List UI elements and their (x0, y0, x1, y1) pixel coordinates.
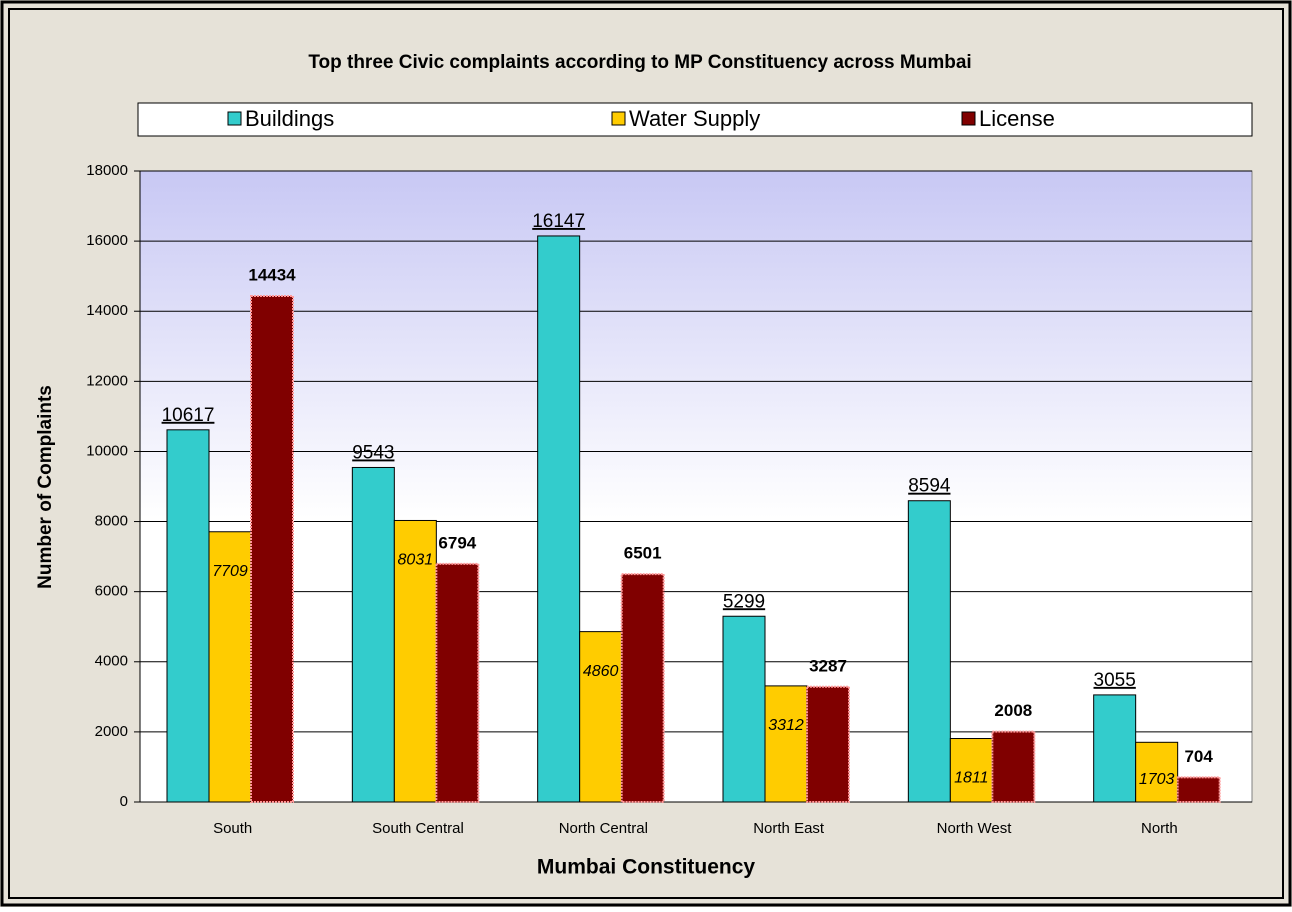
x-axis-label: Mumbai Constituency (537, 856, 756, 879)
data-label-box (1136, 768, 1177, 792)
data-label: 3312 (768, 717, 804, 734)
x-tick-label: South Central (372, 820, 464, 837)
legend-label: License (979, 106, 1055, 131)
data-label: 9543 (352, 442, 394, 463)
bar (579, 631, 623, 803)
data-label: 8031 (398, 552, 434, 569)
bar (907, 500, 951, 803)
inner-frame (8, 8, 1284, 899)
y-tick-label: 16000 (86, 232, 128, 249)
y-tick-label: 12000 (86, 372, 128, 389)
y-tick-label: 14000 (86, 302, 128, 319)
bar (620, 573, 665, 803)
data-label-box (395, 548, 436, 573)
legend-swatch (611, 111, 626, 126)
data-label: 5299 (723, 591, 765, 612)
data-label: 4860 (583, 663, 619, 680)
y-tick-label: 4000 (95, 653, 128, 670)
data-label: 10617 (162, 405, 215, 426)
data-label-box (580, 659, 621, 684)
legend-swatch (227, 111, 242, 126)
y-tick-label: 8000 (95, 513, 128, 530)
data-label: 6794 (438, 533, 476, 552)
data-label-box (766, 713, 806, 738)
bar (991, 730, 1036, 804)
bar (722, 615, 766, 803)
y-tick-label: 18000 (86, 162, 128, 179)
data-label: 3055 (1094, 670, 1136, 691)
data-label-box (951, 766, 992, 791)
data-label-box (210, 559, 250, 584)
bar (537, 235, 581, 803)
bar (351, 466, 395, 803)
data-label: 704 (1184, 747, 1213, 766)
data-label: 6501 (624, 544, 662, 563)
x-tick-label: South (213, 820, 252, 837)
data-label: 8594 (908, 476, 951, 497)
bar (250, 295, 294, 803)
data-label: 3287 (809, 656, 847, 675)
x-tick-label: North (1141, 820, 1178, 837)
bar (764, 685, 808, 803)
data-label: 7709 (212, 563, 248, 580)
plot-area (139, 170, 1253, 803)
bar (166, 429, 210, 803)
x-tick-label: North Central (559, 820, 648, 837)
data-label: 2008 (994, 701, 1032, 720)
data-label: 16147 (532, 211, 585, 232)
data-label: 14434 (248, 265, 296, 284)
bar (435, 562, 480, 804)
legend-label: Water Supply (629, 106, 760, 131)
bar (806, 685, 850, 804)
legend (137, 102, 1253, 137)
x-tick-label: North West (937, 820, 1013, 837)
legend-swatch (961, 111, 976, 126)
y-tick-label: 6000 (95, 583, 128, 600)
data-label: 1811 (954, 770, 988, 787)
x-tick-label: North East (753, 820, 825, 837)
legend-label: Buildings (245, 106, 334, 131)
bar (1176, 776, 1221, 803)
chart-title: Top three Civic complaints according to … (308, 52, 971, 73)
y-tick-label: 0 (120, 793, 128, 810)
y-tick-label: 10000 (86, 442, 128, 459)
y-axis-label: Number of Complaints (35, 385, 56, 589)
bar (1093, 694, 1137, 803)
y-tick-label: 2000 (95, 723, 128, 740)
data-label: 1703 (1139, 771, 1175, 788)
